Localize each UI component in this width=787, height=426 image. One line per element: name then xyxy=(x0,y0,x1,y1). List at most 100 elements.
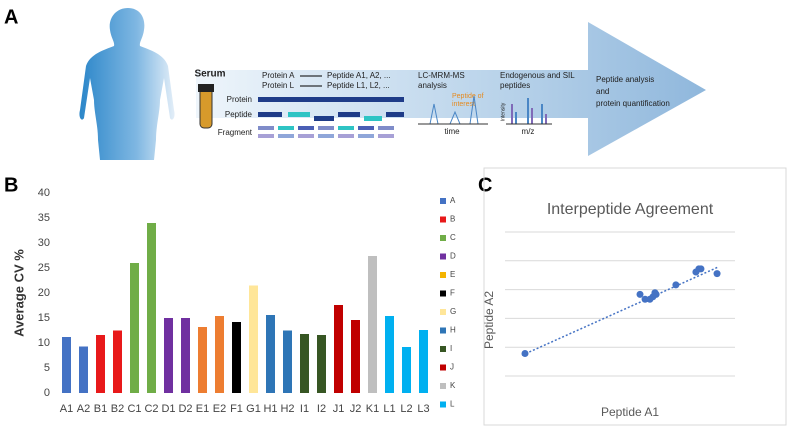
x-axis-label: Peptide A1 xyxy=(601,405,659,419)
legend-label: C xyxy=(450,233,456,242)
x-tick-label: K1 xyxy=(366,403,379,415)
legend-swatch xyxy=(440,346,446,352)
bar xyxy=(317,335,326,393)
panel-label: A xyxy=(4,6,18,28)
x-tick-label: C1 xyxy=(127,403,141,415)
axis-label: time xyxy=(444,127,460,136)
protein-label: Protein A xyxy=(262,71,295,80)
legend-label: K xyxy=(450,381,456,390)
point xyxy=(636,290,644,298)
bar xyxy=(232,322,241,393)
legend-label: I xyxy=(450,344,452,353)
panel-label: C xyxy=(478,174,492,196)
result-text: and xyxy=(596,87,609,96)
endogenous-title: Endogenous and SIL xyxy=(500,71,575,80)
bar xyxy=(198,327,207,393)
lc-title: LC-MRM-MS xyxy=(418,71,465,80)
bar xyxy=(130,263,139,393)
bar xyxy=(334,305,343,393)
x-tick-label: B2 xyxy=(111,403,124,415)
protein-bar xyxy=(258,97,404,102)
workflow-arrow xyxy=(196,22,706,156)
row-label: Fragment xyxy=(218,128,253,137)
legend-swatch xyxy=(440,383,446,389)
x-tick-label: L2 xyxy=(400,403,412,415)
x-tick-label: B1 xyxy=(94,403,107,415)
bar xyxy=(164,318,173,393)
row-label: Protein xyxy=(227,95,252,104)
x-tick-label: L3 xyxy=(417,403,429,415)
legend-label: F xyxy=(450,289,455,298)
x-tick-label: E2 xyxy=(213,403,226,415)
y-tick-label: 10 xyxy=(38,337,50,349)
panel-label: B xyxy=(4,174,18,196)
legend-label: A xyxy=(450,196,456,205)
scatter-chart xyxy=(505,231,735,377)
x-tick-label: I1 xyxy=(300,403,309,415)
human-silhouette xyxy=(79,8,175,160)
legend-label: H xyxy=(450,326,456,335)
bar xyxy=(62,337,71,393)
bar xyxy=(79,346,88,393)
x-tick-label: H2 xyxy=(280,403,294,415)
y-tick-label: 25 xyxy=(38,262,50,274)
row-label: Peptide xyxy=(225,110,253,119)
tube-cap xyxy=(198,84,214,92)
y-axis-label: Average CV % xyxy=(11,249,26,337)
y-axis-label: Peptide A2 xyxy=(482,291,496,349)
x-tick-label: D2 xyxy=(178,403,192,415)
y-tick-label: 40 xyxy=(38,187,50,199)
legend-swatch xyxy=(440,309,446,315)
legend-swatch xyxy=(440,401,446,408)
legend-label: J xyxy=(450,363,454,372)
serum-label: Serum xyxy=(194,69,225,80)
legend-label: E xyxy=(450,270,455,279)
protein-label: Protein L xyxy=(262,81,295,90)
bar xyxy=(147,223,156,393)
x-tick-label: A2 xyxy=(77,403,90,415)
lc-title: analysis xyxy=(418,81,447,90)
chart-frame xyxy=(483,167,787,426)
peptide-label: Peptide L1, L2, ... xyxy=(327,81,390,90)
result-text: Peptide analysis xyxy=(596,75,654,84)
legend-swatch xyxy=(440,253,446,260)
diagram: Serum Protein A Peptide A1, A2, ... Prot… xyxy=(79,8,706,160)
trendline xyxy=(521,266,719,356)
bar xyxy=(249,285,258,393)
y-tick-label: 15 xyxy=(38,312,50,324)
peptide-of-interest: Peptide of xyxy=(452,93,484,100)
axis-label: m/z xyxy=(522,127,535,136)
point xyxy=(713,270,721,278)
y-tick-label: 30 xyxy=(38,237,50,249)
chromatogram xyxy=(418,95,488,125)
bar xyxy=(283,330,292,393)
legend-swatch xyxy=(440,290,446,297)
legend-swatch xyxy=(440,216,446,223)
x-tick-label: I2 xyxy=(317,403,326,415)
bar xyxy=(351,320,360,393)
point xyxy=(652,290,660,298)
x-tick-label: A1 xyxy=(60,403,73,415)
y-tick-label: 20 xyxy=(38,287,50,299)
x-tick-label: J1 xyxy=(333,403,345,415)
x-tick-label: C2 xyxy=(144,403,158,415)
chart-title: Interpeptide Agreement xyxy=(547,201,714,218)
x-tick-label: L1 xyxy=(383,403,395,415)
bar xyxy=(368,256,377,393)
bar xyxy=(113,330,122,393)
bar xyxy=(266,315,275,393)
legend-swatch xyxy=(440,272,446,278)
bar-chart: 0 5 10 15 20 25 30 35 40 A1 A2 B1 B2 C1 C2 D1 D2 E1 E2 F1 G1… xyxy=(38,187,456,415)
bar xyxy=(215,316,224,393)
bar xyxy=(385,316,394,393)
bar xyxy=(419,330,428,393)
legend-label: D xyxy=(450,252,456,261)
y-tick-label: 5 xyxy=(44,362,50,374)
legend-swatch xyxy=(440,198,446,204)
y-tick-label: 0 xyxy=(44,387,50,399)
legend-label: B xyxy=(450,215,455,224)
bar xyxy=(181,318,190,393)
x-tick-label: G1 xyxy=(246,403,261,415)
bar xyxy=(300,334,309,393)
